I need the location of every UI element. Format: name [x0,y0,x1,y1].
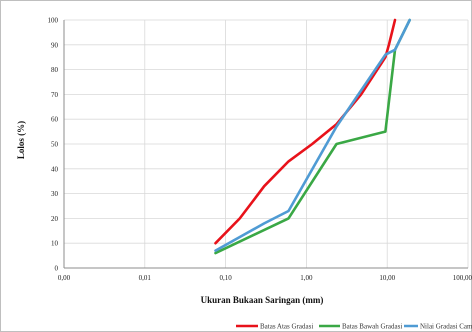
mix-grading-line [214,18,412,252]
y-tick-label: 20 [51,215,59,223]
x-axis-title: Ukuran Bukaan Saringan (mm) [201,295,324,305]
legend-label-upper: Batas Atas Gradasi [260,323,313,331]
legend-label-mix: Nilai Gradasi Campuran [420,323,472,331]
x-tick-label: 0,10 [219,274,232,282]
y-tick-label: 30 [51,190,59,198]
y-tick-label: 10 [51,240,59,248]
series-lines [214,18,412,255]
legend-label-lower: Batas Bawah Gradasi [342,323,402,331]
y-axis-title: Lolos (%) [16,121,26,159]
legend: Batas Atas Gradasi Batas Bawah Gradasi N… [236,323,472,331]
y-tick-label: 0 [55,265,59,273]
x-tick-label: 0,01 [139,274,152,282]
tick-labels: 0 10 20 30 40 50 60 70 80 90 100 0,00 0,01 0,10 1,00 10… [48,17,472,283]
x-tick-label: 100,00 [453,274,472,282]
x-tick-label: 1,00 [300,274,313,282]
x-tick-label: 10,00 [379,274,395,282]
x-tick-label: 0,00 [58,274,71,282]
y-tick-label: 90 [51,41,59,49]
y-tick-label: 70 [51,91,59,99]
upper-limit-line [214,18,397,245]
y-tick-label: 60 [51,116,59,124]
y-tick-label: 50 [51,141,59,149]
y-tick-label: 100 [48,17,59,25]
y-tick-label: 80 [51,66,59,74]
y-tick-label: 40 [51,165,59,173]
grid-lines [63,19,469,269]
